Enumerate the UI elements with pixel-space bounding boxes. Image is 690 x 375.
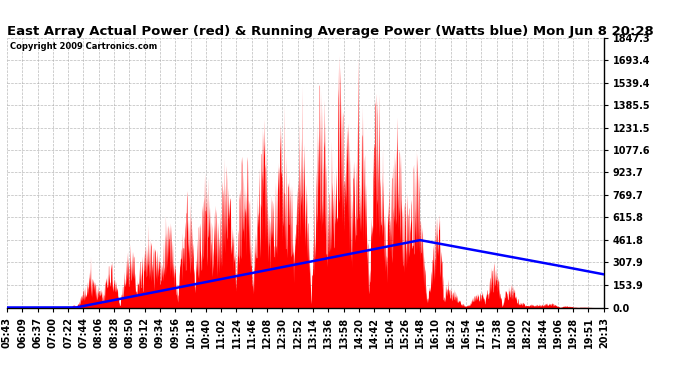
- Text: Copyright 2009 Cartronics.com: Copyright 2009 Cartronics.com: [10, 42, 157, 51]
- Text: East Array Actual Power (red) & Running Average Power (Watts blue) Mon Jun 8 20:: East Array Actual Power (red) & Running …: [7, 24, 653, 38]
